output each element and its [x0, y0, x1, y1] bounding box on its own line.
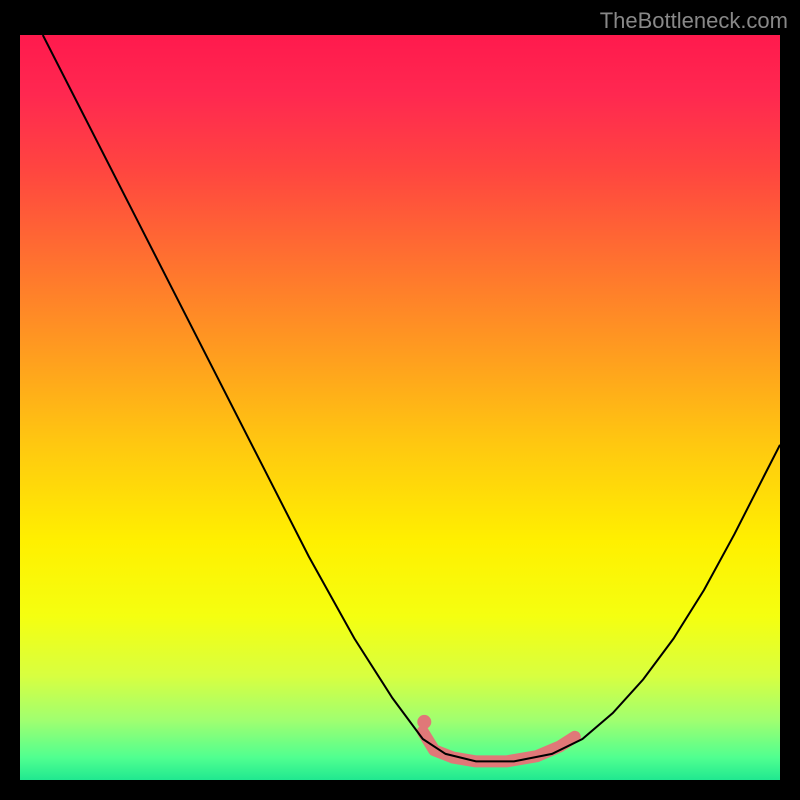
chart-area	[20, 35, 780, 780]
highlight-segment	[423, 732, 575, 762]
curve-layer	[20, 35, 780, 780]
bottleneck-curve	[43, 35, 780, 761]
watermark-text: TheBottleneck.com	[600, 8, 788, 34]
marker-dot	[417, 715, 431, 729]
